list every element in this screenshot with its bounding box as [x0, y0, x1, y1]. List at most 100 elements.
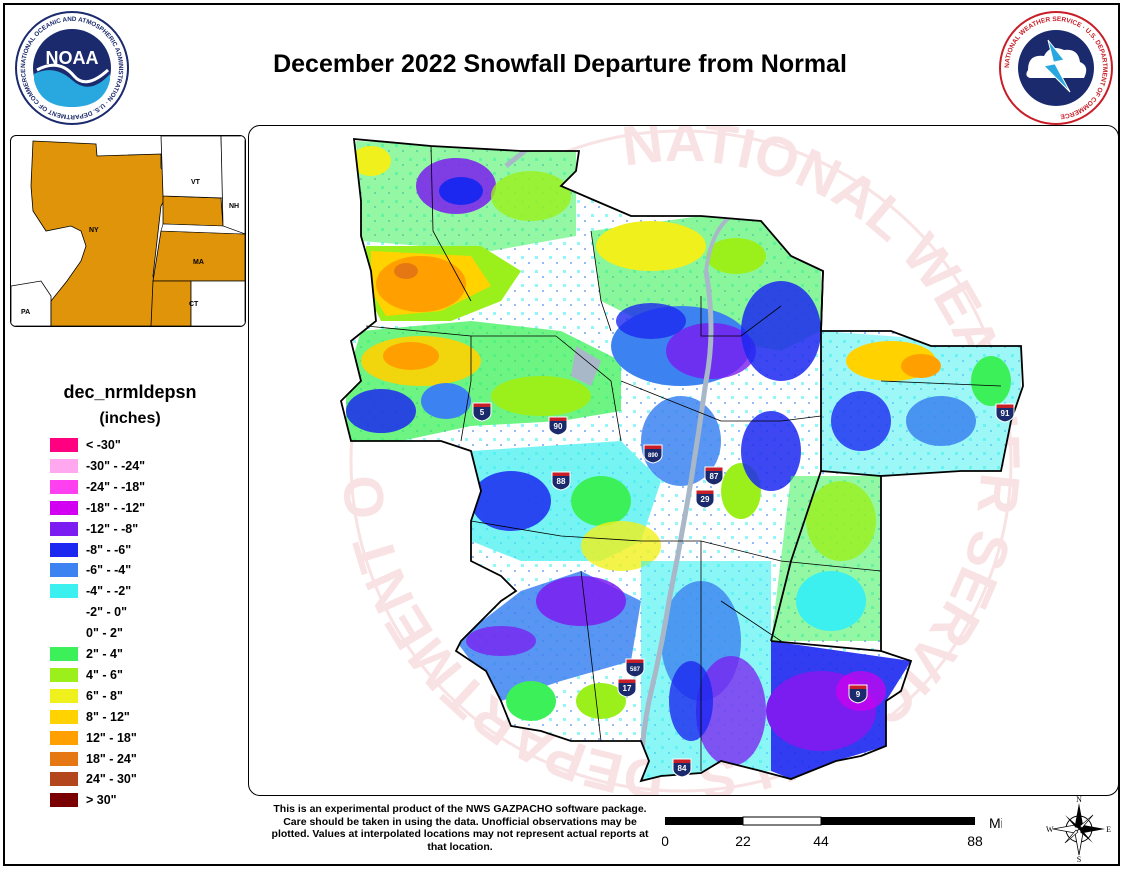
interstate-shield-icon: 17 — [617, 678, 637, 698]
inset-label-ny: NY — [89, 227, 99, 234]
legend-swatch — [50, 605, 78, 620]
legend-units: (inches) — [99, 410, 161, 427]
legend-label: -30" - -24" — [86, 458, 146, 473]
noaa-logo-text: NOAA — [46, 48, 99, 68]
inset-label-ct: CT — [189, 301, 199, 308]
legend-swatch — [50, 542, 78, 557]
inset-ct-east — [190, 280, 245, 326]
scale-unit: Miles — [989, 815, 1002, 831]
legend-item: 0" - 2" — [50, 625, 123, 641]
interstate-shield-icon: 87 — [704, 466, 724, 486]
legend-item: 2" - 4" — [50, 646, 123, 662]
interstate-number: 9 — [856, 690, 861, 699]
legend-title: dec_nrmldepsn — [63, 382, 197, 402]
interstate-number: 587 — [630, 667, 641, 673]
disclaimer-text: This is an experimental product of the N… — [271, 803, 649, 853]
inset-label-vt: VT — [191, 179, 201, 186]
scale-tick-88: 88 — [967, 833, 983, 849]
legend-item: 6" - 8" — [50, 688, 123, 704]
legend-swatch — [50, 709, 78, 724]
legend-label: 6" - 8" — [86, 688, 123, 703]
interstate-shield-icon: 5 — [472, 402, 492, 422]
legend-label: > 30" — [86, 793, 117, 808]
snowfall-map: NATIONAL WEATHER SERVICE · U.S. DEPARTME… — [248, 125, 1119, 796]
legend-item: -12" - -8" — [50, 521, 138, 537]
legend-swatch — [50, 500, 78, 515]
legend-label: -2" - 0" — [86, 605, 128, 620]
legend-swatch — [50, 563, 78, 578]
legend-label: -12" - -8" — [86, 521, 139, 536]
inset-vt — [160, 136, 224, 199]
interstate-shields: 5 90 88 890 87 29 91 587 17 84 9 — [472, 402, 1015, 778]
compass-w: W — [1046, 825, 1054, 834]
scale-tick-44: 44 — [813, 833, 829, 849]
interstate-number: 87 — [710, 472, 719, 481]
inset-ma-west — [152, 230, 245, 282]
legend-item: -2" - 0" — [50, 604, 127, 620]
interstate-number: 91 — [1001, 409, 1010, 418]
inset-label-pa: PA — [21, 309, 30, 316]
legend-swatch — [50, 751, 78, 766]
scale-segment-3 — [821, 817, 975, 825]
legend-swatch — [50, 793, 78, 808]
scale-segment-2 — [742, 816, 822, 826]
legend-label: 24" - 30" — [86, 772, 137, 787]
legend-swatch — [50, 688, 78, 703]
scale-segment-1 — [665, 817, 743, 825]
interstate-shield-icon: 587 — [625, 658, 645, 678]
legend-swatch — [50, 584, 78, 599]
legend-label: 4" - 6" — [86, 667, 123, 682]
compass-s: S — [1077, 855, 1081, 863]
inset-pa — [11, 280, 52, 326]
legend-swatch — [50, 458, 78, 473]
legend-item: > 30" — [50, 792, 117, 808]
compass-rose-icon: N S E W — [1045, 795, 1113, 864]
legend-item: -4" - -2" — [50, 583, 131, 599]
legend-label: 2" - 4" — [86, 647, 123, 661]
legend-label: 18" - 24" — [86, 751, 137, 766]
legend-label: 8" - 12" — [86, 709, 130, 724]
legend-swatch — [50, 772, 78, 787]
inset-label-ma: MA — [193, 259, 204, 266]
legend-swatch — [50, 438, 78, 452]
legend-item: -30" - -24" — [50, 458, 145, 474]
interstate-shield-icon: 9 — [848, 684, 868, 704]
interstate-number: 88 — [557, 477, 566, 486]
legend-item: 4" - 6" — [50, 667, 123, 683]
legend-label: -6" - -4" — [86, 563, 132, 578]
interstate-shield-icon: 29 — [695, 489, 715, 509]
legend-swatch — [50, 521, 78, 536]
inset-ny — [30, 140, 170, 326]
interstate-number: 84 — [678, 764, 687, 773]
legend-item: < -30" — [50, 437, 121, 453]
interstate-shield-icon: 84 — [672, 758, 692, 778]
legend-item: 8" - 12" — [50, 709, 130, 725]
legend-label: -8" - -6" — [86, 542, 132, 557]
inset-label-nh: NH — [229, 203, 239, 210]
legend-item: -8" - -6" — [50, 542, 131, 558]
interstate-shield-icon: 91 — [995, 403, 1015, 423]
legend-label: -18" - -12" — [86, 500, 146, 515]
legend-label: -24" - -18" — [86, 479, 146, 494]
interstate-shield-icon: 890 — [643, 444, 663, 464]
legend-item: 12" - 18" — [50, 730, 137, 746]
locator-inset-map: NY VT NH MA CT PA — [10, 135, 246, 327]
interstate-shield-icon: 90 — [548, 416, 568, 436]
legend-label: < -30" — [86, 438, 121, 452]
compass-e: E — [1106, 825, 1111, 834]
legend-swatch — [50, 479, 78, 494]
legend-swatch — [50, 667, 78, 682]
legend-item: -18" - -12" — [50, 500, 145, 516]
compass-n: N — [1076, 795, 1082, 804]
interstate-number: 17 — [623, 684, 632, 693]
page-title: December 2022 Snowfall Departure from No… — [273, 50, 847, 78]
inset-ct-west — [150, 280, 192, 326]
interstate-shield-icon: 88 — [551, 471, 571, 491]
scale-tick-0: 0 — [662, 833, 669, 849]
legend-swatch — [50, 647, 78, 661]
interstate-number: 29 — [701, 495, 710, 504]
legend-item: 24" - 30" — [50, 771, 137, 787]
inset-nh — [220, 136, 245, 235]
legend-swatch — [50, 730, 78, 745]
legend-label: 12" - 18" — [86, 730, 137, 745]
